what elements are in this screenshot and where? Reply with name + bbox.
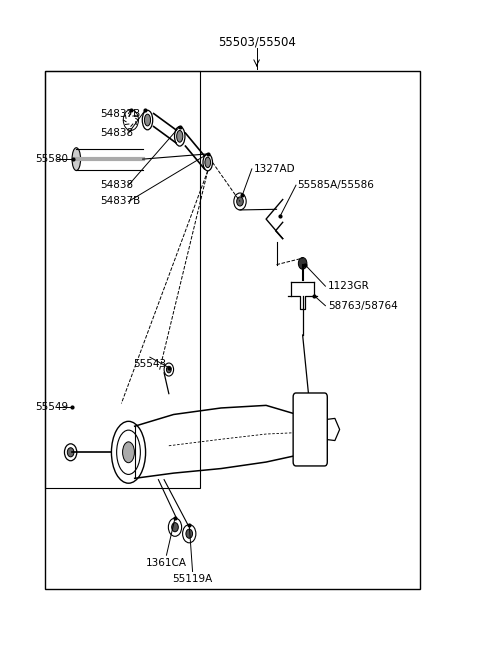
Circle shape: [167, 367, 171, 373]
Text: 54838: 54838: [100, 180, 133, 190]
Circle shape: [164, 363, 174, 376]
Ellipse shape: [111, 421, 145, 483]
Text: 55119A: 55119A: [172, 574, 213, 584]
Ellipse shape: [203, 154, 213, 171]
Text: 54837B: 54837B: [100, 108, 140, 118]
Bar: [46, 71, 420, 589]
Text: 58763/58764: 58763/58764: [328, 301, 397, 311]
Circle shape: [168, 518, 181, 536]
Bar: [46, 71, 200, 488]
Ellipse shape: [122, 442, 134, 463]
Text: 55580: 55580: [35, 154, 68, 164]
Ellipse shape: [177, 131, 183, 142]
Ellipse shape: [175, 127, 185, 146]
Circle shape: [182, 524, 196, 543]
Text: 54837B: 54837B: [100, 196, 140, 206]
Text: 1361CA: 1361CA: [146, 558, 187, 568]
Circle shape: [316, 398, 324, 409]
Ellipse shape: [72, 148, 81, 171]
Text: 1327AD: 1327AD: [254, 164, 296, 174]
Text: 55543: 55543: [133, 359, 167, 369]
Circle shape: [172, 522, 179, 532]
Ellipse shape: [144, 114, 151, 126]
Circle shape: [67, 447, 74, 457]
Circle shape: [296, 450, 303, 461]
Circle shape: [186, 529, 192, 538]
Circle shape: [316, 450, 324, 461]
Text: 55585A/55586: 55585A/55586: [297, 180, 374, 190]
Text: 55549: 55549: [35, 401, 68, 412]
Circle shape: [64, 444, 77, 461]
Circle shape: [237, 197, 243, 206]
Text: 55503/55504: 55503/55504: [217, 35, 296, 49]
Circle shape: [234, 193, 246, 210]
Circle shape: [123, 110, 138, 131]
Circle shape: [296, 398, 303, 409]
Text: 1123GR: 1123GR: [328, 281, 370, 291]
Ellipse shape: [117, 430, 140, 474]
Text: 54838: 54838: [100, 128, 133, 138]
Circle shape: [299, 258, 307, 269]
Ellipse shape: [142, 110, 153, 130]
FancyBboxPatch shape: [293, 393, 327, 466]
Ellipse shape: [205, 157, 211, 168]
